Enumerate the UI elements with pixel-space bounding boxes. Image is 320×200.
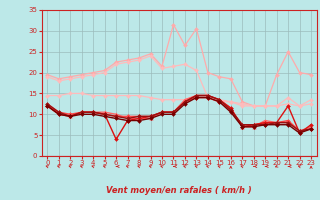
X-axis label: Vent moyen/en rafales ( km/h ): Vent moyen/en rafales ( km/h ) (106, 186, 252, 195)
